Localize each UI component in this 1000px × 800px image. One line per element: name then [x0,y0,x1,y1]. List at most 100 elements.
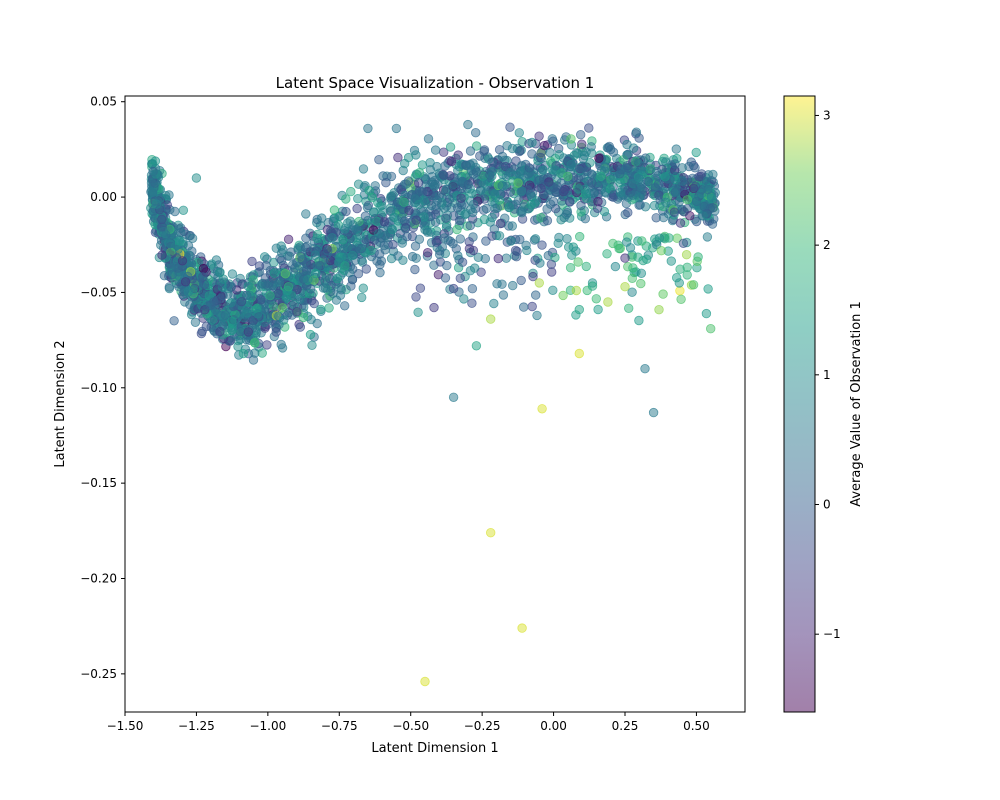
scatter-point [271,327,281,337]
scatter-point [187,233,198,244]
scatter-point [362,202,373,213]
scatter-point [439,233,450,243]
scatter-point [220,310,231,320]
scatter-point [178,205,189,216]
scatter-point [457,257,468,267]
scatter-point [654,233,665,243]
scatter-point [463,179,474,190]
scatter-point [357,292,367,303]
scatter-point [243,327,254,337]
scatter-point [400,158,410,169]
scatter-point [262,280,272,291]
scatter-point [363,123,373,134]
scatter-point [548,136,558,146]
scatter-point [420,676,430,687]
scatter-point [615,187,626,198]
scatter-point [703,284,713,294]
scatter-point [497,180,507,191]
scatter-point [355,231,365,241]
colorbar-ticks: −1 0 1 2 3 [815,108,841,641]
chart-title: Latent Space Visualization - Observation… [276,74,595,92]
scatter-point [399,197,409,207]
scatter-point [553,238,563,249]
scatter-point [479,178,489,189]
scatter-point [307,340,317,351]
scatter-point [708,169,718,180]
scatter-point [566,159,576,170]
scatter-point [301,209,311,219]
scatter-point [197,326,207,337]
scatter-point [546,259,557,270]
scatter-point [310,250,321,260]
scatter-point [252,309,263,319]
scatter-point [360,211,371,221]
scatter-point [471,167,482,177]
scatter-point [574,304,585,315]
colorbar-frame [783,95,816,713]
scatter-point [227,269,238,279]
scatter-point [340,223,350,234]
scatter-point [526,200,536,210]
scatter-point [661,197,671,208]
scatter-point [594,153,604,164]
scatter-point [573,184,584,194]
scatter-point [468,207,478,218]
scatter-point [507,143,518,154]
scatter-point [634,174,644,184]
scatter-point [676,294,686,305]
scatter-point [198,272,208,282]
scatter-point [250,338,260,348]
y-tick-label: 0.00 [90,190,117,204]
scatter-point [454,215,465,226]
scatter-point [691,147,701,158]
scatter-point [300,242,311,253]
y-axis-label: Latent Dimension 2 [53,340,68,467]
scatter-point [404,205,414,216]
scatter-point [375,249,385,259]
scatter-point [682,194,693,205]
scatter-point [358,164,369,174]
scatter-point [467,284,478,294]
scatter-point [276,339,286,350]
scatter-point [170,206,180,217]
scatter-point [675,286,685,296]
scatter-point [517,207,527,218]
scatter-point [340,301,350,311]
x-tick-label: −1.50 [107,719,144,733]
scatter-point [691,216,702,227]
scatter-point [164,190,174,200]
scatter-point [414,199,424,210]
scatter-point [536,183,546,194]
scatter-point [430,179,440,190]
scatter-point [693,252,703,262]
scatter-point [463,119,473,130]
scatter-point [283,234,294,245]
x-tick-label: −1.00 [249,719,286,733]
scatter-point [260,252,270,262]
scatter-point [585,157,595,168]
scatter-point [445,142,456,152]
scatter-point [236,297,247,307]
scatter-point [248,275,258,285]
scatter-point [346,186,356,197]
scatter-point [573,257,583,267]
scatter-point [486,314,496,324]
scatter-point [516,275,526,286]
scatter-point [482,187,492,197]
scatter-point [295,322,306,332]
scatter-point [243,281,253,291]
scatter-point [658,289,668,299]
scatter-point [283,282,294,292]
scatter-point [215,294,226,304]
scatter-point [691,196,702,207]
scatter-point [574,348,585,359]
scatter-point [537,404,547,414]
plot-area-frame [124,95,746,713]
scatter-point [348,220,358,230]
scatter-point [455,234,466,244]
scatter-point [485,170,495,180]
scatter-point [452,224,462,235]
scatter-point [467,298,477,308]
scatter-point [569,150,580,161]
scatter-point [309,298,319,309]
